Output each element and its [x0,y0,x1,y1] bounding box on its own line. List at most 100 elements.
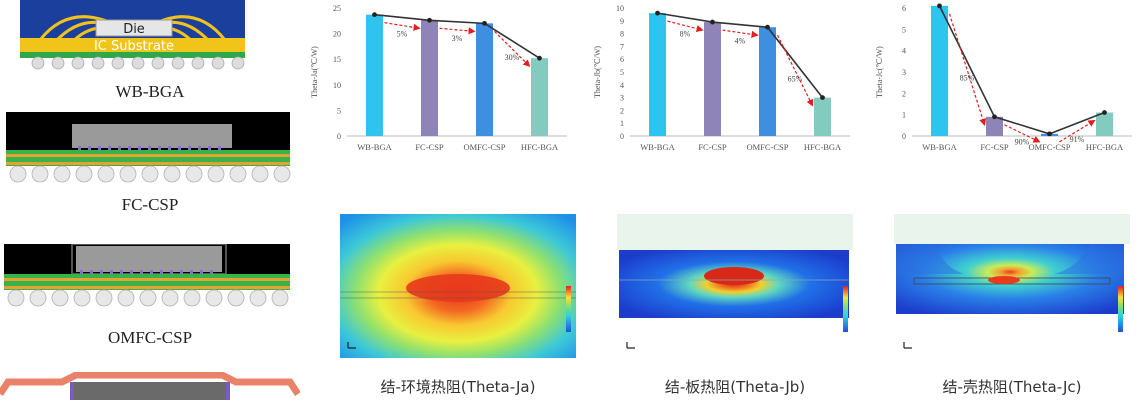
reduction-arrow [776,34,814,107]
reduction-label: 30% [505,53,520,62]
package-label-omfc-csp: OMFC-CSP [107,328,193,347]
heatmap-theta-jb [617,214,853,358]
trend-line [374,13,540,59]
reduction-arrow [1059,119,1096,143]
bar-hfc-bga [1096,112,1113,136]
die-label: Die [123,22,145,37]
y-tick-label: 1 [620,119,624,128]
chart-theta-jb: 0 1 2 3 4 5 6 7 8 9 10 Theta-Jb(℃/W) WB-BGA FC-CSP OMF… [588,0,858,170]
chart-theta-jc: 0 1 2 3 4 5 6 Theta-Jc(℃/W) WB-BGA FC-CSP OMFC-CSP… [870,0,1140,170]
y-tick-label: 1 [902,111,906,120]
y-tick-label: 6 [620,55,624,64]
y-tick-label: 5 [620,68,624,77]
package-label-wb-bga: WB-BGA [115,82,185,101]
trend-point [937,3,942,9]
x-tick-label: HFC-BGA [804,142,842,152]
y-axis-label: Theta-Jc(℃/W) [875,46,884,98]
y-tick-label: 9 [620,17,624,26]
x-tick-label: OMFC-CSP [1028,142,1070,152]
reduction-label: 65% [788,74,803,83]
x-tick-label: OMFC-CSP [463,142,505,152]
trend-line [657,12,824,99]
trend-point [482,20,487,26]
x-tick-label: HFC-BGA [521,142,559,152]
y-tick-label: 4 [902,47,906,56]
y-tick-label: 7 [620,42,624,51]
y-tick-label: 0 [337,132,341,141]
bar-hfc-bga [531,58,548,137]
reduction-arrow [722,29,759,38]
reduction-arrow [494,30,531,68]
bar-fc-csp [704,22,721,136]
x-tick-label: FC-CSP [415,142,444,152]
trend-point [1102,110,1107,115]
y-tick-label: 10 [333,81,341,90]
trend-point [820,95,825,100]
y-tick-label: 2 [620,106,624,115]
reduction-label: 90% [1015,137,1030,146]
y-tick-label: 25 [333,4,341,13]
reduction-arrow [439,27,476,35]
wb-bga-diagram: Die IC Substrate [0,0,300,72]
caption-theta-ja: 结-环境热阻(Theta-Ja) [380,378,536,396]
trend-point [427,17,432,23]
x-tick-label: OMFC-CSP [746,142,788,152]
x-tick-label: WB-BGA [922,142,957,152]
trend-line [938,5,1105,135]
heatmap-theta-jc [894,214,1130,358]
y-tick-label: 2 [902,89,906,98]
reduction-arrow [384,22,421,31]
package-label-fc-csp: FC-CSP [121,195,179,214]
heatmap-theta-ja [340,214,576,358]
reduction-label: 5% [397,29,408,38]
y-tick-label: 15 [333,55,341,64]
bar-omfc-csp [476,23,493,136]
reduction-label: 4% [735,37,746,46]
reduction-label: 91% [1070,135,1085,144]
trend-point [655,10,660,16]
x-tick-label: FC-CSP [980,142,1009,152]
x-tick-label: WB-BGA [640,142,675,152]
trend-point [537,55,542,61]
fc-csp-diagram [0,112,300,186]
y-tick-label: 8 [620,30,624,39]
trend-point [372,12,377,18]
y-tick-label: 4 [620,81,624,90]
y-tick-label: 3 [620,94,624,103]
bar-omfc-csp [759,27,776,137]
x-tick-label: HFC-BGA [1086,142,1124,152]
reduction-arrow [948,13,987,126]
bar-fc-csp [421,20,438,136]
trend-point [710,19,715,25]
x-tick-label: WB-BGA [357,142,392,152]
trend-point [992,114,997,120]
y-tick-label: 6 [902,4,906,13]
bar-wb-bga [649,13,666,136]
trend-point [765,24,770,30]
omfc-csp-diagram [0,243,300,310]
caption-theta-jb: 结-板热阻(Theta-Jb) [664,378,806,396]
y-tick-label: 0 [902,132,906,141]
substrate-label: IC Substrate [94,39,174,54]
reduction-arrow [1004,124,1041,143]
reduction-label: 3% [452,34,463,43]
y-tick-label: 5 [902,25,906,34]
y-tick-label: 3 [902,68,906,77]
trend-point [1047,131,1052,137]
bar-wb-bga [366,14,383,137]
reduction-label: 85% [960,73,975,82]
y-tick-label: 5 [337,106,341,115]
hfc-bga-diagram [0,371,301,400]
y-axis-label: Theta-Ja(℃/W) [310,46,319,98]
bar-fc-csp [986,116,1003,136]
reduction-label: 8% [680,30,691,39]
chart-theta-ja: 0 5 10 15 20 25 Theta-Ja(℃/W) WB-BGA FC-CSP OMFC-… [305,0,575,170]
caption-theta-jc: 结-壳热阻(Theta-Jc) [942,378,1082,396]
y-tick-label: 10 [616,4,624,13]
x-tick-label: FC-CSP [698,142,727,152]
bar-wb-bga [931,5,948,136]
reduction-arrow [667,20,704,33]
bar-hfc-bga [814,97,831,136]
y-axis-label: Theta-Jb(℃/W) [593,46,602,98]
y-tick-label: 0 [620,132,624,141]
